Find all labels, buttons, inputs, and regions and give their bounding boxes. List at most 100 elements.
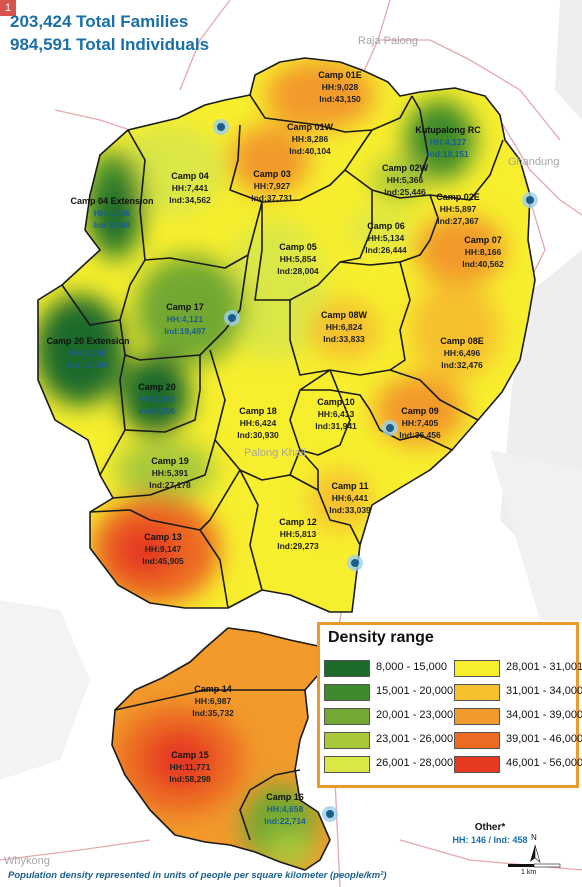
svg-text:Ind:26,444: Ind:26,444 (365, 245, 407, 255)
camp-13-label: Camp 13 HH:9,147 Ind:45,905 (142, 532, 184, 566)
svg-text:HH:1,936: HH:1,936 (94, 208, 131, 218)
svg-text:Ind:34,562: Ind:34,562 (169, 195, 211, 205)
legend-label: 26,001 - 28,000 (376, 757, 454, 769)
camp-01e-label: Camp 01E HH:9,028 Ind:43,150 (318, 70, 362, 104)
svg-text:HH:4,658: HH:4,658 (267, 804, 304, 814)
camp-02w-label: Camp 02W HH:5,366 Ind:25,446 (382, 163, 429, 197)
camp-08e-label: Camp 08E HH:6,496 Ind:32,476 (440, 336, 484, 370)
camp-labels: Camp 01E HH:9,028 Ind:43,150 Camp 01W HH:8,… (46, 70, 504, 826)
svg-text:Ind:37,731: Ind:37,731 (251, 193, 293, 203)
svg-text:HH:6,413: HH:6,413 (318, 409, 355, 419)
svg-text:Camp 13: Camp 13 (144, 532, 182, 542)
camp-18-label: Camp 18 HH:6,424 Ind:30,930 (237, 406, 279, 440)
total-families: 203,424 Total Families (10, 12, 189, 31)
svg-text:Ind:30,930: Ind:30,930 (237, 430, 279, 440)
svg-text:Ind:31,941: Ind:31,941 (315, 421, 357, 431)
camp-03-label: Camp 03 HH:7,927 Ind:37,731 (251, 169, 293, 203)
svg-text:Ind:11,086: Ind:11,086 (67, 360, 108, 370)
legend-swatch (454, 660, 500, 677)
svg-text:HH:9,028: HH:9,028 (322, 82, 359, 92)
svg-text:Ind:32,476: Ind:32,476 (441, 360, 483, 370)
svg-text:HH:5,813: HH:5,813 (280, 529, 317, 539)
svg-text:Camp 09: Camp 09 (401, 406, 439, 416)
legend-label: 8,000 - 15,000 (376, 661, 447, 673)
other-value: HH: 146 / Ind: 458 (452, 835, 528, 845)
svg-text:HH:6,987: HH:6,987 (195, 696, 232, 706)
svg-text:Camp 20 Extension: Camp 20 Extension (46, 336, 129, 346)
svg-text:Camp 11: Camp 11 (331, 481, 368, 491)
north-label: N (531, 833, 537, 842)
legend-label: 39,001 - 46,000 (506, 733, 582, 745)
svg-text:Camp 08W: Camp 08W (321, 310, 368, 320)
place-ghandung: Ghandung (508, 156, 559, 168)
camp-19-label: Camp 19 HH:5,391 Ind:27,178 (149, 456, 191, 490)
svg-text:Ind:19,497: Ind:19,497 (164, 326, 206, 336)
legend-swatch (324, 660, 370, 677)
svg-text:Camp 18: Camp 18 (239, 406, 277, 416)
legend-swatch (454, 756, 500, 773)
svg-text:Ind:45,905: Ind:45,905 (142, 556, 184, 566)
camp-15-label: Camp 15 HH:11,771 Ind:58,298 (169, 750, 211, 784)
svg-text:Camp 01W: Camp 01W (287, 122, 334, 132)
legend-label: 28,001 - 31,001 (506, 661, 582, 673)
legend-swatch (454, 732, 500, 749)
svg-text:Ind:58,298: Ind:58,298 (169, 774, 211, 784)
badge: 1 (0, 0, 16, 16)
total-individuals: 984,591 Total Individuals (10, 35, 210, 54)
svg-text:Camp 04: Camp 04 (171, 171, 209, 181)
svg-text:Ind:29,273: Ind:29,273 (277, 541, 319, 551)
svg-text:HH:11,771: HH:11,771 (170, 762, 211, 772)
location-markers (213, 119, 538, 822)
legend-swatch (324, 684, 370, 701)
svg-text:Camp 03: Camp 03 (253, 169, 291, 179)
svg-text:Ind:35,732: Ind:35,732 (192, 708, 234, 718)
svg-text:Camp 19: Camp 19 (151, 456, 189, 466)
svg-text:Camp 02W: Camp 02W (382, 163, 429, 173)
place-whykong: Whykong (4, 855, 50, 867)
svg-text:Camp 17: Camp 17 (166, 302, 204, 312)
svg-text:Camp 04 Extension: Camp 04 Extension (70, 196, 153, 206)
legend-swatch (324, 708, 370, 725)
svg-text:Ind:27,367: Ind:27,367 (437, 216, 479, 226)
svg-text:Camp 20: Camp 20 (138, 382, 176, 392)
legend-swatch (324, 732, 370, 749)
legend-label: 23,001 - 26,000 (376, 733, 454, 745)
camp-11-label: Camp 11 HH:6,441 Ind:33,039 (329, 481, 371, 515)
svg-text:Ind:43,150: Ind:43,150 (319, 94, 361, 104)
svg-text:HH:5,897: HH:5,897 (440, 204, 477, 214)
svg-text:Camp 16: Camp 16 (266, 792, 304, 802)
legend-label: 31,001 - 34,000 (506, 685, 582, 697)
camp-17-label: Camp 17 HH:4,121 Ind:19,497 (164, 302, 206, 336)
svg-text:Camp 10: Camp 10 (317, 397, 355, 407)
svg-text:HH:6,824: HH:6,824 (326, 322, 363, 332)
camp-16-label: Camp 16 HH:4,658 Ind:22,714 (264, 792, 306, 826)
camp-12-label: Camp 12 HH:5,813 Ind:29,273 (277, 517, 319, 551)
svg-text:Ind:40,104: Ind:40,104 (289, 146, 331, 156)
svg-text:HH:6,424: HH:6,424 (240, 418, 277, 428)
svg-text:Ind:40,562: Ind:40,562 (462, 259, 504, 269)
svg-text:Ind:33,039: Ind:33,039 (329, 505, 371, 515)
svg-text:Camp 01E: Camp 01E (318, 70, 362, 80)
svg-text:HH:6,496: HH:6,496 (444, 348, 481, 358)
svg-text:HH:7,927: HH:7,927 (254, 181, 291, 191)
svg-text:Ind:28,004: Ind:28,004 (277, 266, 319, 276)
legend-swatch (454, 684, 500, 701)
legend-swatch (324, 756, 370, 773)
camp-07-label: Camp 07 HH:8,166 Ind:40,562 (462, 235, 504, 269)
camp-09-label: Camp 09 HH:7,405 Ind:36,456 (399, 406, 441, 440)
svg-text:Camp 08E: Camp 08E (440, 336, 484, 346)
legend-swatch (454, 708, 500, 725)
svg-text:Camp 05: Camp 05 (279, 242, 317, 252)
svg-text:HH:8,286: HH:8,286 (292, 134, 329, 144)
legend-label: 20,001 - 23,000 (376, 709, 454, 721)
footnote: Population density represented in units … (8, 870, 387, 881)
svg-text:Ind:27,178: Ind:27,178 (149, 480, 191, 490)
camp-04-extension-label: Camp 04 Extension HH:1,936 Ind:9,160 (70, 196, 153, 230)
svg-text:HH:7,405: HH:7,405 (402, 418, 439, 428)
svg-text:Ind:6,996: Ind:6,996 (139, 406, 176, 416)
camp-02e-label: Camp 02E HH:5,897 Ind:27,367 (436, 192, 480, 226)
svg-text:HH:5,854: HH:5,854 (280, 254, 317, 264)
camp-10-label: Camp 10 HH:6,413 Ind:31,941 (315, 397, 357, 431)
place-palong-khali: Palong Khali (244, 447, 306, 459)
